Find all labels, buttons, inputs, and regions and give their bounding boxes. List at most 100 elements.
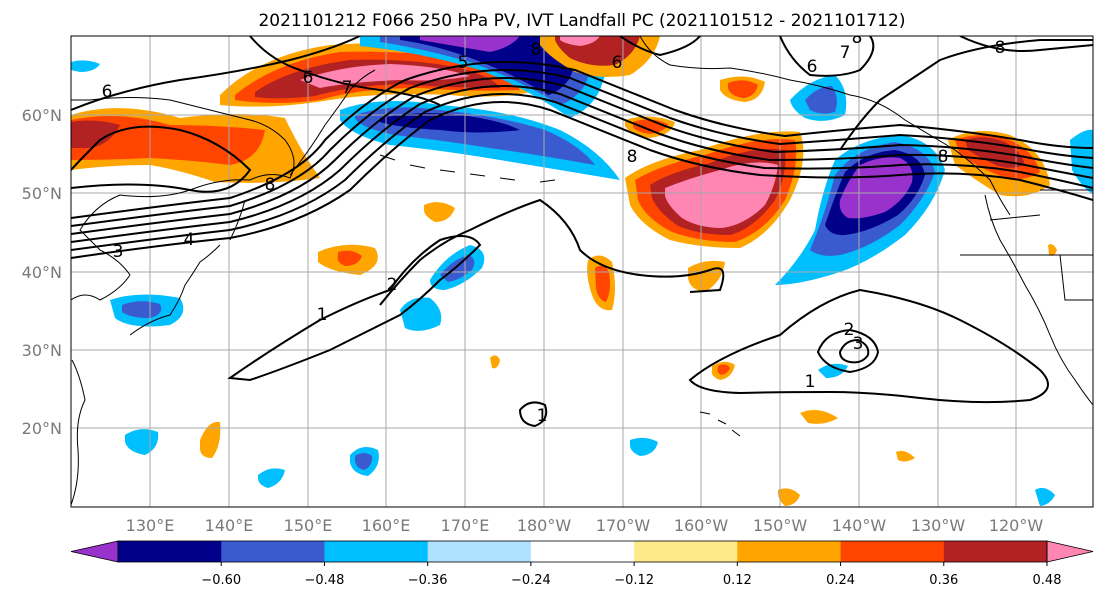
pv-positive-region <box>778 488 800 506</box>
colorbar-segment <box>840 541 945 562</box>
colorbar-extension-high <box>1046 540 1094 563</box>
contour-line <box>249 36 441 106</box>
alaska-coastline <box>639 36 1011 216</box>
pv-negative-region <box>420 36 520 52</box>
colorbar-tick-label: 0.48 <box>1033 573 1062 588</box>
lon-label: 180°W <box>517 516 572 535</box>
lat-label: 20°N <box>22 419 62 438</box>
figure-title: 2021101212 F066 250 hPa PV, IVT Landfall… <box>258 11 905 31</box>
map-panel: 8 8 7 6 6 7 6 8 5 8 6 8 3 4 2 1 2 3 1 1 <box>70 35 1094 508</box>
contour-label: 2 <box>387 275 398 295</box>
pv-shading <box>71 36 1093 506</box>
pv-positive-region <box>337 250 362 266</box>
lon-label: 130°E <box>126 516 175 535</box>
contour-line <box>779 36 875 77</box>
longitude-labels: 130°E 140°E 150°E 160°E 170°E 180°W 170°… <box>126 516 1044 535</box>
colorbar-segment <box>118 541 222 562</box>
colorbar-segment <box>530 541 635 562</box>
pv-positive-region <box>717 364 730 375</box>
contour-line <box>71 93 1093 251</box>
colorbar-segment <box>427 541 532 562</box>
lon-label: 130°W <box>911 516 966 535</box>
ivt-contours <box>71 36 1093 428</box>
contour-line <box>227 235 482 382</box>
contour-label: 1 <box>317 305 328 325</box>
lat-label: 30°N <box>22 341 62 360</box>
north-america-coastline <box>984 194 1093 406</box>
kamchatka-coastline <box>289 69 376 176</box>
lon-label: 160°W <box>674 516 729 535</box>
contour-line <box>838 338 870 364</box>
contour-label: 3 <box>113 242 124 262</box>
contour-label: 1 <box>537 406 548 426</box>
gridlines <box>71 36 1093 507</box>
lon-label: 150°E <box>284 516 333 535</box>
colorbar-segment <box>634 541 738 562</box>
contour-labels: 8 8 7 6 6 7 6 8 5 8 6 8 3 4 2 1 2 3 1 1 <box>102 36 1006 426</box>
aleutian-islands <box>379 154 556 183</box>
pv-positive-region <box>728 80 758 98</box>
pv-positive-region <box>560 36 600 46</box>
pv-negative-region <box>805 86 837 114</box>
contour-label: 7 <box>342 78 353 98</box>
contour-line <box>959 36 1093 53</box>
colorbar-segment <box>324 541 429 562</box>
colorbar-tick-label: 0.36 <box>929 573 958 588</box>
colorbar-tick-label: 0.12 <box>723 573 752 588</box>
pv-positive-region <box>300 64 470 88</box>
lon-label: 120°W <box>989 516 1044 535</box>
pv-positive-region <box>800 409 838 424</box>
colorbar-tick-label: −0.24 <box>511 573 551 588</box>
colorbar-segment <box>737 541 842 562</box>
colorbar-tick-labels: −0.60 −0.48 −0.36 −0.24 −0.12 0.12 0.24 0.36 0.4… <box>201 573 1062 588</box>
contour-label: 2 <box>844 320 855 340</box>
pv-negative-region <box>258 468 285 488</box>
colorbar-segments <box>70 540 1094 563</box>
pv-negative-region <box>630 437 658 456</box>
contour-line <box>816 328 880 374</box>
contour-line <box>71 61 1093 219</box>
contour-line <box>71 77 1093 235</box>
contour-label: 6 <box>303 68 314 88</box>
contour-line <box>518 401 548 428</box>
contour-label: 1 <box>805 372 816 392</box>
contour-line <box>71 36 361 111</box>
north-america-borders <box>960 189 1093 301</box>
pv-positive-region <box>200 421 221 458</box>
pv-negative-region <box>818 363 848 378</box>
pv-positive-region <box>896 450 915 462</box>
asia-coastline <box>71 97 295 506</box>
contour-label: 4 <box>184 230 195 250</box>
colorbar-segment <box>943 541 1048 562</box>
contour-label: 6 <box>807 57 818 77</box>
colorbar-frame <box>117 540 1048 563</box>
pv-positive-region <box>1048 244 1057 256</box>
coastlines <box>71 36 1093 506</box>
pv-positive-region <box>71 116 265 165</box>
lat-label: 50°N <box>22 184 62 203</box>
contour-label: 8 <box>627 147 638 167</box>
contour-line <box>379 198 725 306</box>
lon-label: 140°W <box>832 516 887 535</box>
pv-negative-region <box>1070 129 1093 195</box>
contour-label: 8 <box>938 147 949 167</box>
colorbar: −0.60 −0.48 −0.36 −0.24 −0.12 0.12 0.24 0.36 0.4… <box>70 540 1094 588</box>
pv-negative-region <box>440 255 475 282</box>
colorbar-ticks <box>220 562 1048 566</box>
pv-negative-region <box>71 60 100 72</box>
pv-positive-region <box>665 162 778 228</box>
hawaii-islands <box>699 411 741 437</box>
colorbar-tick-label: −0.60 <box>201 573 241 588</box>
contour-label: 3 <box>853 334 864 354</box>
contour-label: 6 <box>102 82 113 102</box>
pv-positive-region <box>71 120 120 148</box>
pv-negative-region <box>839 157 913 219</box>
lon-label: 170°W <box>596 516 651 535</box>
pv-positive-region <box>490 355 500 369</box>
lat-label: 60°N <box>22 106 62 125</box>
colorbar-tick-label: −0.36 <box>408 573 448 588</box>
pv-negative-region <box>380 113 520 133</box>
lon-label: 140°E <box>205 516 254 535</box>
pv-negative-region <box>122 301 162 318</box>
